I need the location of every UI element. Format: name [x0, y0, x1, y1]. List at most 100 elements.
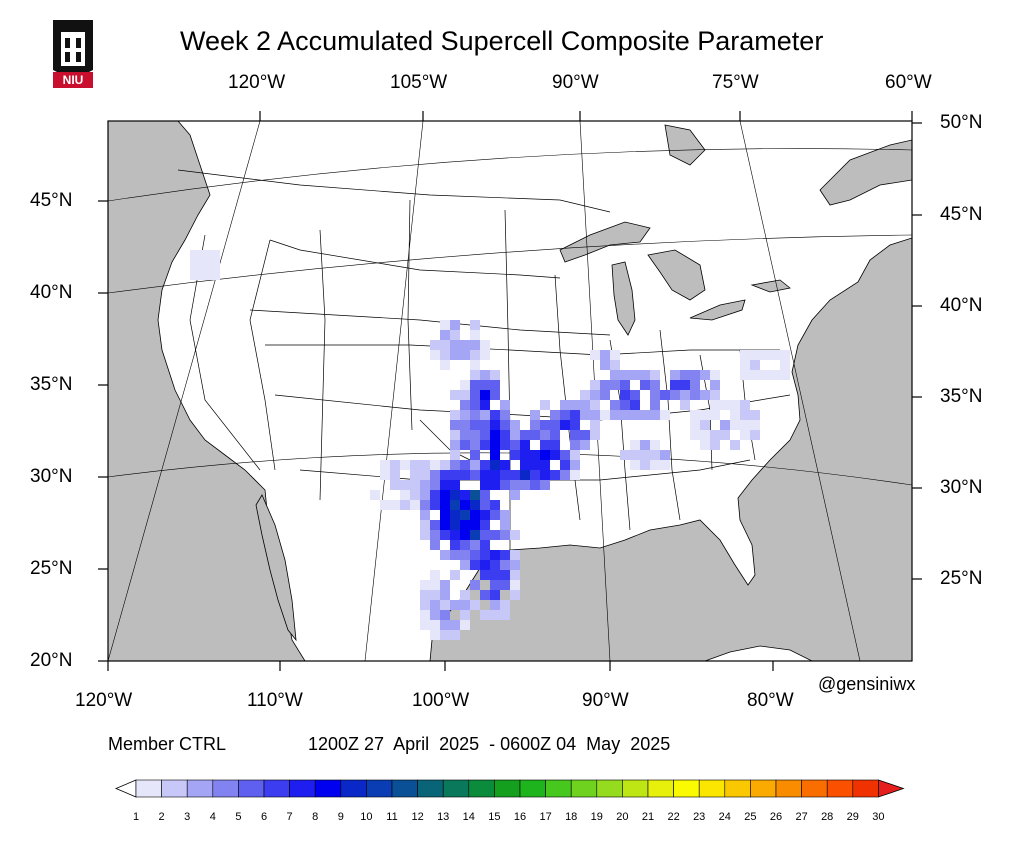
scp-cell: [540, 480, 550, 490]
scp-cell: [540, 450, 550, 460]
bottom-lon-label: 120°W: [75, 690, 133, 711]
colorbar-tick-label: 5: [235, 811, 242, 823]
scp-cell: [480, 570, 490, 580]
scp-cell: [450, 480, 460, 490]
scp-cell: [580, 410, 590, 420]
scp-cell: [510, 580, 520, 590]
scp-cell: [500, 550, 510, 560]
scp-cell: [470, 520, 480, 530]
lake-erie: [689, 299, 746, 321]
top-lon-label: 120°W: [228, 72, 286, 93]
scp-cell: [570, 410, 580, 420]
scp-cell: [590, 400, 600, 410]
scp-cell: [580, 440, 590, 450]
scp-cell: [650, 450, 660, 460]
scp-cell: [470, 390, 480, 400]
scp-cell: [440, 460, 450, 470]
scp-cell: [490, 430, 500, 440]
scp-cell: [400, 480, 410, 490]
scp-cell: [440, 530, 450, 540]
scp-cell: [460, 460, 470, 470]
scp-cell: [560, 450, 570, 460]
scp-cell: [390, 470, 400, 480]
scp-cell: [440, 490, 450, 500]
colorbar-tick-label: 19: [590, 811, 603, 823]
scp-cell: [430, 530, 440, 540]
scp-cell: [450, 420, 460, 430]
colorbar-swatch: [570, 779, 598, 798]
scp-cell: [730, 440, 740, 450]
scp-cell: [490, 410, 500, 420]
scp-cell: [420, 500, 430, 510]
colorbar-swatch: [391, 779, 418, 798]
scp-cell: [430, 590, 440, 600]
bottom-lon-label: 80°W: [747, 690, 794, 711]
scp-cell: [480, 420, 490, 430]
scp-cell: [780, 350, 790, 360]
scp-cell: [490, 460, 500, 470]
colorbar-tick-label: 21: [641, 811, 655, 823]
colorbar-swatch: [622, 779, 649, 798]
scp-cell: [400, 490, 410, 500]
colorbar-tick-label: 25: [744, 811, 757, 823]
map-title: Week 2 Accumulated Supercell Composite P…: [180, 26, 824, 56]
colorbar-swatch: [238, 779, 265, 798]
scp-cell: [440, 470, 450, 480]
scp-cell: [500, 460, 510, 470]
scp-cell: [610, 400, 620, 410]
scp-cell: [580, 400, 590, 410]
scp-cell: [610, 360, 620, 370]
scp-cell: [450, 530, 460, 540]
colorbar-tick-label: 20: [616, 811, 629, 823]
scp-cell: [500, 410, 510, 420]
colorbar-swatch: [673, 779, 700, 798]
scp-cell: [450, 600, 460, 610]
scp-cell: [660, 460, 670, 470]
scp-cell: [610, 410, 620, 420]
scp-cell: [650, 390, 660, 400]
colorbar-tick-label: 17: [539, 811, 552, 823]
scp-cell: [700, 370, 710, 380]
scp-cell: [660, 410, 670, 420]
left-lat-label: 35°N: [30, 374, 73, 395]
scp-cell: [490, 600, 500, 610]
scp-cell: [430, 470, 440, 480]
scp-cell: [460, 600, 470, 610]
niu-logo: [53, 20, 93, 88]
scp-cell: [680, 400, 690, 410]
scp-cell: [470, 340, 480, 350]
scp-cell: [210, 260, 220, 270]
lake-ontario: [750, 279, 791, 293]
scp-cell: [190, 260, 200, 270]
scp-cell: [490, 610, 500, 620]
scp-cell: [470, 370, 480, 380]
top-lon-label: 60°W: [885, 72, 932, 93]
scp-cell: [580, 430, 590, 440]
scp-cell: [430, 340, 440, 350]
scp-cell: [480, 410, 490, 420]
scp-cell: [750, 420, 760, 430]
scp-cell: [490, 480, 500, 490]
scp-cell: [480, 390, 490, 400]
scp-cell: [470, 410, 480, 420]
scp-cell: [650, 440, 660, 450]
top-lon-label: 90°W: [552, 72, 599, 93]
scp-cell: [210, 270, 220, 280]
scp-cell: [490, 570, 500, 580]
scp-cell: [430, 490, 440, 500]
scp-cell: [480, 370, 490, 380]
scp-cell: [430, 500, 440, 510]
scp-cell: [470, 470, 480, 480]
scp-cell: [500, 510, 510, 520]
colorbar-tick-label: 14: [462, 811, 475, 823]
scp-cell: [470, 380, 480, 390]
scp-cell: [430, 520, 440, 530]
scp-cell: [430, 600, 440, 610]
scp-cell: [500, 580, 510, 590]
scp-cell: [430, 580, 440, 590]
scp-cell: [690, 430, 700, 440]
scp-cell: [680, 390, 690, 400]
lake-huron: [647, 249, 706, 301]
hudson-bay-inlets: [664, 124, 706, 166]
scp-cell: [460, 440, 470, 450]
